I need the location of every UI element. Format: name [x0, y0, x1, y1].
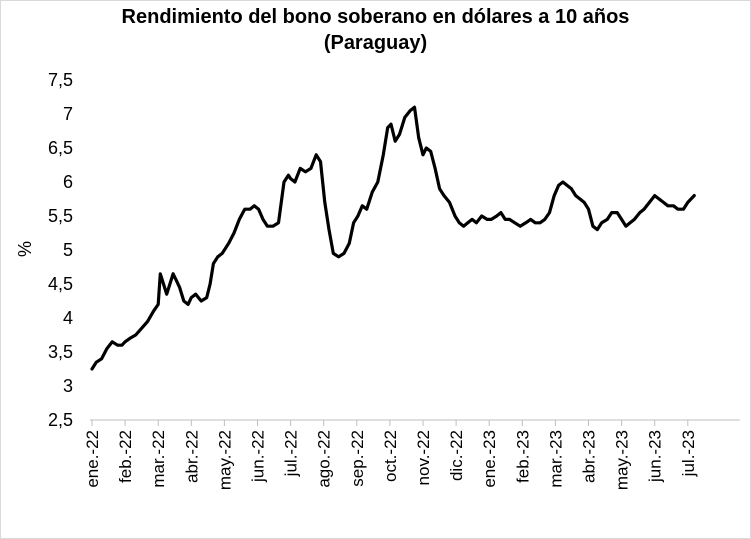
y-tick-label: 4	[63, 308, 73, 328]
y-tick-label: 3	[63, 376, 73, 396]
chart-title-line: Rendimiento del bono soberano en dólares…	[121, 6, 630, 28]
x-tick-label: mar.-22	[149, 430, 168, 488]
x-tick-label: abr.-23	[580, 430, 599, 483]
x-tick-label: abr.-22	[182, 430, 201, 483]
x-tick-label: ene.-23	[480, 430, 499, 488]
chart-subtitle: (Paraguay)	[323, 32, 428, 54]
x-tick-label: may.-23	[613, 430, 632, 490]
y-tick-label: 7,5	[48, 70, 73, 90]
x-tick-label: ago.-22	[315, 430, 334, 488]
y-axis: 2,5 3 3,5 4 4,5 5 5,5 6 6,5 7 7,5	[48, 70, 73, 430]
y-tick-label: 5,5	[48, 206, 73, 226]
x-tick-label: ene.-22	[83, 430, 102, 488]
x-tick-label: dic.-22	[447, 430, 466, 481]
y-tick-label: 6	[63, 172, 73, 192]
y-tick-label: 5	[63, 240, 73, 260]
x-tick-label: mar.-23	[546, 430, 565, 488]
y-axis-label: %	[15, 241, 35, 257]
x-tick-label: jun.-23	[646, 430, 665, 483]
chart-title: Rendimiento del bono soberano en dólares…	[0, 4, 751, 56]
x-tick-label: sep.-22	[348, 430, 367, 487]
y-tick-label: 3,5	[48, 342, 73, 362]
x-tick-label: oct.-22	[381, 430, 400, 482]
y-tick-label: 7	[63, 104, 73, 124]
y-tick-label: 6,5	[48, 138, 73, 158]
x-axis: ene.-22 feb.-22 mar.-22 abr.-22 may.-22 jun.-…	[83, 419, 740, 490]
series-line	[90, 105, 696, 371]
x-tick-label: jul.-22	[282, 430, 301, 477]
y-tick-label: 2,5	[48, 410, 73, 430]
series-layer	[90, 105, 696, 371]
x-tick-label: feb.-22	[116, 430, 135, 483]
x-tick-label: nov.-22	[414, 430, 433, 485]
y-tick-label: 4,5	[48, 274, 73, 294]
x-tick-label: jun.-22	[249, 430, 268, 483]
x-tick-label: feb.-23	[513, 430, 532, 483]
x-tick-label: may.-22	[215, 430, 234, 490]
x-tick-label: jul.-23	[679, 430, 698, 477]
